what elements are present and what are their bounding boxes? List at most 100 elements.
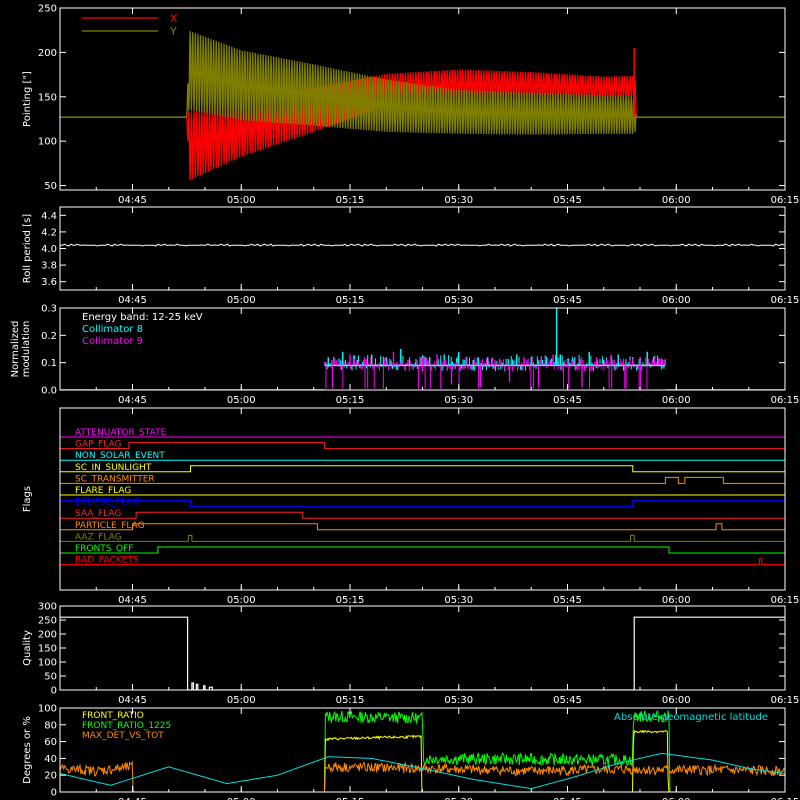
roll-ytick-label: 3.6 — [41, 277, 57, 288]
pointing-xtick-label: 05:00 — [227, 195, 256, 206]
quality-xtick-label: 06:00 — [662, 695, 691, 706]
flags-ylabel: Flags — [22, 486, 33, 512]
flags-xtick-label: 05:00 — [227, 595, 256, 606]
flag-line-fronts-off — [60, 546, 785, 554]
flag-label-eclipse-flag: ECLIPSE_FLAG — [75, 498, 139, 508]
ratio-series-front-ratio — [60, 729, 785, 792]
modulation-legend-2: Collimator 9 — [82, 336, 143, 347]
pointing-ytick-label: 150 — [38, 92, 57, 103]
flag-label-flare-flag: FLARE_FLAG — [75, 486, 131, 496]
roll-xtick-label: 06:15 — [771, 295, 800, 306]
flag-label-saa-flag: SAA_FLAG — [75, 509, 121, 519]
ratios-xtick-label: 05:00 — [227, 797, 256, 800]
ratios-legend-0: FRONT_RATIO — [82, 711, 144, 721]
pointing-ytick-label: 200 — [38, 48, 57, 59]
quality-xtick-label: 05:30 — [444, 695, 473, 706]
ratio-series-absolute-geomagnetic-latitude — [60, 752, 785, 790]
modulation-xtick-label: 05:15 — [336, 395, 365, 406]
modulation-ytick-label: 0.3 — [41, 304, 57, 315]
pointing-xtick-label: 05:45 — [553, 195, 582, 206]
modulation-ylabel: Normalized — [10, 321, 21, 378]
roll-plot-area — [60, 243, 785, 247]
ratios-ytick-label: 0 — [51, 788, 57, 799]
modulation-xtick-label: 04:45 — [118, 395, 147, 406]
flag-label-aaz-flag: AAZ_FLAG — [75, 532, 122, 542]
ratios-ytick-label: 80 — [44, 720, 57, 731]
ratios-plot-area — [60, 710, 785, 792]
modulation-ytick-label: 0.2 — [41, 331, 57, 342]
quality-ytick-label: 100 — [38, 658, 57, 669]
flag-label-sc-transmitter: SC_TRANSMITTER — [75, 474, 155, 484]
flags-xtick-label: 05:15 — [336, 595, 365, 606]
roll-ytick-label: 4.0 — [41, 244, 57, 255]
flag-line-gap-flag — [60, 442, 785, 450]
pointing-xtick-label: 06:00 — [662, 195, 691, 206]
modulation-ylabel: modulation — [21, 321, 32, 378]
quality-xtick-label: 04:45 — [118, 695, 147, 706]
modulation-xtick-label: 06:00 — [662, 395, 691, 406]
flags-xtick-label: 04:45 — [118, 595, 147, 606]
pointing-xtick-label: 04:45 — [118, 195, 147, 206]
flags-xtick-label: 06:15 — [771, 595, 800, 606]
modulation-xtick-label: 05:30 — [444, 395, 473, 406]
flag-label-bad-packets: BAD_PACKETS — [75, 556, 139, 566]
roll-series — [60, 243, 785, 247]
quality-ytick-label: 0 — [51, 686, 57, 697]
ratio-series-front-ratio-1225 — [60, 710, 785, 792]
ratios-xtick-label: 05:30 — [444, 797, 473, 800]
flags-xtick-label: 05:45 — [553, 595, 582, 606]
legend-label-x: X — [170, 12, 178, 25]
pointing-ytick-label: 100 — [38, 137, 57, 148]
flag-label-non-solar-event: NON_SOLAR_EVENT — [75, 451, 165, 461]
roll-xtick-label: 05:15 — [336, 295, 365, 306]
modulation-legend-0: Energy band: 12-25 keV — [82, 312, 203, 323]
modulation-ytick-label: 0.1 — [41, 358, 57, 369]
quality-xtick-label: 05:15 — [336, 695, 365, 706]
roll-xtick-label: 05:30 — [444, 295, 473, 306]
ratios-ytick-label: 60 — [44, 737, 57, 748]
flag-line-eclipse-flag — [60, 500, 785, 508]
flag-line-bad-packets — [60, 558, 785, 566]
pointing-plot-area — [60, 31, 785, 181]
pointing-xtick-label: 06:15 — [771, 195, 800, 206]
flags-xtick-label: 05:30 — [444, 595, 473, 606]
flag-label-sc-in-sunlight: SC_IN_SUNLIGHT — [75, 463, 152, 473]
ratios-legend-2: MAX_DET_VS_TOT — [82, 731, 164, 741]
modulation-legend-1: Collimator 8 — [82, 324, 143, 335]
flag-line-saa-flag — [60, 511, 785, 519]
flags-plot-area — [60, 436, 785, 566]
flag-label-fronts-off: FRONTS_OFF — [75, 544, 133, 554]
quality-ylabel: Quality — [22, 630, 33, 666]
pointing-xtick-label: 05:15 — [336, 195, 365, 206]
ratios-ytick-label: 20 — [44, 771, 57, 782]
ratios-xtick-label: 06:00 — [662, 797, 691, 800]
pointing-ytick-label: 50 — [44, 181, 57, 192]
flag-line-aaz-flag — [60, 534, 785, 542]
quality-ytick-label: 50 — [44, 672, 57, 683]
pointing-ylabel: Pointing ["] — [22, 71, 33, 127]
roll-ylabel: Roll period [s] — [22, 214, 33, 283]
ratios-xtick-label: 05:15 — [336, 797, 365, 800]
ratios-legend-1: FRONT_RATIO_1225 — [82, 721, 171, 731]
roll-xtick-label: 05:45 — [553, 295, 582, 306]
flag-line-particle-flag — [60, 523, 785, 531]
flag-label-gap-flag: GAP_FLAG — [75, 440, 121, 450]
quality-ytick-label: 300 — [38, 602, 57, 613]
quality-xtick-label: 06:15 — [771, 695, 800, 706]
ratios-xtick-label: 05:45 — [553, 797, 582, 800]
quality-xtick-label: 05:45 — [553, 695, 582, 706]
modulation-xtick-label: 05:00 — [227, 395, 256, 406]
roll-xtick-label: 05:00 — [227, 295, 256, 306]
roll-ytick-label: 3.8 — [41, 261, 57, 272]
modulation-plot-area — [60, 308, 785, 390]
roll-xtick-label: 04:45 — [118, 295, 147, 306]
flag-label-attenuator-state: ATTENUATOR_STATE — [75, 428, 167, 438]
legend-label-y: Y — [169, 25, 177, 38]
roll-ytick-label: 4.4 — [41, 211, 57, 222]
flag-line-sc-in-sunlight — [60, 465, 785, 473]
ratios-ytick-label: 100 — [38, 704, 57, 715]
ratios-xtick-label: 06:15 — [771, 797, 800, 800]
pointing-ytick-label: 250 — [38, 4, 57, 15]
ratios-xtick-label: 04:45 — [118, 797, 147, 800]
